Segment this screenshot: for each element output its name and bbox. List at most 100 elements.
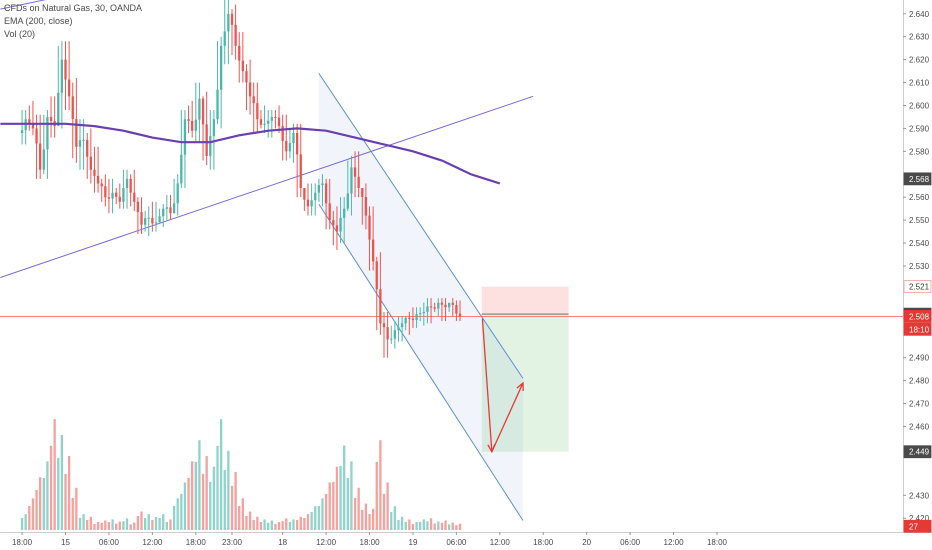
volume-bar [444,520,447,530]
volume-bar [379,440,382,530]
candle-body [386,327,389,340]
candle-body [411,318,415,321]
legend-title: CFDs on Natural Gas, 30, OANDA [4,3,143,13]
candle-body [86,139,89,157]
candle-body [252,96,255,104]
candle-body [115,192,118,197]
volume-bar [433,523,436,530]
candle-body [223,31,226,46]
x-tick-label: 20 [582,538,591,547]
candle-body [154,222,158,224]
projection-arrows [481,318,524,454]
volume-bar [256,516,259,530]
volume-bar [86,519,89,530]
candle-body [267,120,270,124]
volume-bar [277,522,281,530]
volume-bar [35,489,38,530]
volume-bar [451,522,454,530]
volume-bar [57,457,60,530]
y-tick-label: 2.540 [909,239,930,248]
candle-body [227,13,230,32]
candle-body [332,220,335,226]
candle-body [57,92,60,127]
price-badge [903,445,932,459]
price-axis-bg [903,0,932,550]
arrow-up-head [516,381,524,391]
volume-bar [162,514,165,530]
candle-body [357,176,360,189]
candle-body [125,178,129,189]
y-tick-label: 2.600 [909,101,930,110]
volume-bar [201,473,205,530]
candle-body [212,119,216,136]
volume-bar [292,519,295,530]
volume-bar [115,523,118,530]
volume-bar [332,481,335,530]
candle-body [317,185,321,193]
candle-body [324,183,328,204]
price-badge-label: 2.568 [909,175,930,184]
volume-bar [136,515,140,530]
candle-body [281,126,284,141]
candle-body [67,79,71,97]
legend-vol: Vol (20) [4,29,36,39]
volume-bar [78,517,82,530]
y-tick-label: 2.620 [909,56,930,65]
volume-bar [447,524,451,530]
candle-body [299,154,302,189]
volume-bar [31,498,35,530]
candle-body [191,120,194,131]
candle-body [248,82,252,97]
y-tick-label: 2.550 [909,216,930,225]
volume-bar [437,521,440,530]
candle-body [400,323,404,328]
volume-bar [404,521,407,530]
volume-bars [20,419,462,530]
candle-body [364,196,368,216]
candle-body [64,59,67,80]
y-tick-label: 2.630 [909,33,930,42]
candle-body [111,192,114,199]
volume-bar [133,522,136,530]
candle-body [458,313,462,317]
volume-bar [93,523,96,530]
volume-bar [198,440,201,530]
volume-bar [317,505,321,530]
volume-bar [227,450,230,530]
y-tick-label: 2.590 [909,124,930,133]
candle-body [219,45,223,90]
volume-bar [234,471,237,530]
candle-body [241,60,245,72]
x-tick-label: 18 [278,538,287,547]
candle-body [162,208,165,217]
candle-body [172,203,176,214]
candle-body [205,124,208,156]
channel-fill [318,73,523,521]
candle-body [346,193,349,209]
volume-bar [288,521,292,530]
upper-trendline [0,0,47,10]
volume-bar [104,520,107,530]
candle-body [429,306,433,308]
price-badge [903,310,932,323]
volume-bar [129,524,132,530]
candle-body [343,208,346,218]
volume-bar [122,521,125,530]
candle-body [375,261,378,290]
price-badge [903,322,932,336]
candle-body [259,119,263,125]
candle-body [158,216,161,223]
volume-bar [158,517,161,530]
volume-bar [299,516,302,530]
candle-body [371,239,375,262]
candle-body [455,304,458,314]
candle-body [42,149,45,170]
candle-body [361,188,364,197]
x-tick-label: 06:00 [99,538,120,547]
y-tick-label: 2.420 [909,514,930,523]
volume-bar [368,513,371,530]
candle-body [46,116,49,150]
candle-body [328,203,331,221]
candle-body [169,207,172,214]
